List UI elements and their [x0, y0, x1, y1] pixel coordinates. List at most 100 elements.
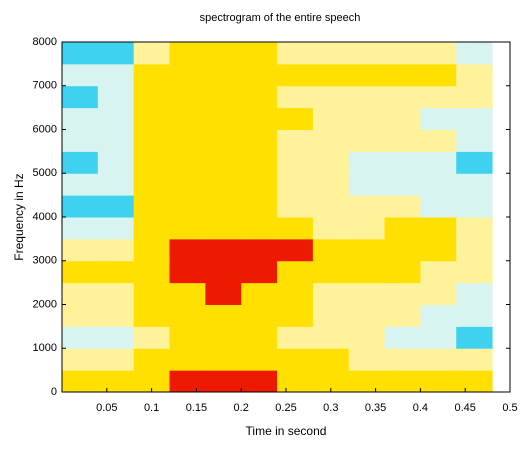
heat-cell	[169, 129, 206, 152]
heat-cell	[241, 107, 278, 130]
heat-cell	[241, 304, 278, 327]
heat-cell	[205, 173, 242, 196]
heat-cell	[241, 151, 278, 174]
heat-cell	[384, 129, 421, 152]
y-tick-label: 0	[51, 386, 57, 398]
heat-cell	[384, 304, 421, 327]
heat-cell	[97, 238, 135, 262]
heat-cell	[62, 282, 99, 305]
heat-cell	[169, 304, 206, 327]
heat-cell	[384, 107, 421, 130]
heat-cell	[133, 348, 171, 371]
heat-cell	[348, 304, 386, 327]
heat-cell	[97, 260, 135, 284]
heat-cell	[420, 238, 457, 262]
heat-cell	[133, 107, 171, 130]
heat-cell	[62, 42, 99, 65]
heat-cell	[62, 348, 99, 371]
heat-cell	[133, 370, 171, 393]
heat-cell	[312, 129, 350, 152]
heat-cell	[62, 151, 99, 174]
heat-cell	[312, 85, 350, 109]
heat-cell	[348, 217, 386, 240]
heat-cell	[384, 151, 421, 174]
heat-cell	[205, 107, 242, 130]
heat-cell	[62, 370, 99, 393]
heat-cell	[456, 304, 493, 327]
y-tick-label: 4000	[33, 211, 57, 223]
heat-cell	[62, 107, 99, 130]
heat-cell	[62, 63, 99, 87]
heat-cell	[169, 348, 206, 371]
heat-cell	[133, 326, 171, 349]
heat-cell	[348, 370, 386, 393]
heat-cell	[97, 195, 135, 218]
heat-cell	[169, 282, 206, 305]
heat-cell	[456, 238, 493, 262]
heat-cell	[348, 238, 386, 262]
heat-cell	[456, 107, 493, 130]
heat-cell	[456, 173, 493, 196]
heat-cell	[241, 260, 278, 284]
heat-cell	[62, 260, 99, 284]
heat-cell	[97, 63, 135, 87]
y-tick-label: 2000	[33, 298, 57, 310]
heat-cell	[348, 282, 386, 305]
heat-cell	[420, 85, 457, 109]
heat-cell	[97, 107, 135, 130]
x-tick-label: 0.3	[323, 402, 338, 414]
heat-cell	[205, 260, 242, 284]
heat-cell	[169, 260, 206, 284]
heat-cell	[312, 173, 350, 196]
heat-cell	[420, 217, 457, 240]
heat-cell	[133, 85, 171, 109]
heat-cell	[133, 217, 171, 240]
heat-cell	[420, 42, 457, 65]
heat-cell	[420, 151, 457, 174]
heat-cell	[62, 129, 99, 152]
heat-cell	[456, 370, 493, 393]
x-tick-label: 0.5	[502, 402, 517, 414]
heat-cell	[205, 282, 242, 305]
heat-cell	[205, 63, 242, 87]
heat-cell	[97, 304, 135, 327]
heat-cell	[456, 42, 493, 65]
y-tick-label: 5000	[33, 167, 57, 179]
heat-cell	[241, 42, 278, 65]
heat-cell	[277, 107, 314, 130]
heat-cell	[133, 173, 171, 196]
heat-cell	[384, 370, 421, 393]
heat-cell	[97, 173, 135, 196]
heat-cell	[133, 260, 171, 284]
heat-cell	[241, 370, 278, 393]
heat-cell	[312, 195, 350, 218]
heat-cell	[277, 195, 314, 218]
heat-cell	[420, 304, 457, 327]
heat-cell	[456, 85, 493, 109]
heat-cell	[97, 85, 135, 109]
heat-cell	[277, 348, 314, 371]
heat-cell	[133, 129, 171, 152]
heat-cell	[169, 238, 206, 262]
heat-cell	[169, 195, 206, 218]
heat-cell	[205, 85, 242, 109]
heat-cell	[241, 217, 278, 240]
heat-cell	[241, 195, 278, 218]
x-axis-label: Time in second	[246, 424, 327, 438]
heat-cell	[62, 85, 99, 109]
heat-cell	[97, 217, 135, 240]
heat-cell	[277, 151, 314, 174]
y-tick-label: 6000	[33, 123, 57, 135]
heat-cell	[205, 304, 242, 327]
heat-cell	[169, 85, 206, 109]
heat-cell	[384, 260, 421, 284]
x-tick-label: 0.35	[365, 402, 386, 414]
heat-cell	[241, 348, 278, 371]
heat-cell	[241, 63, 278, 87]
heat-cell	[205, 238, 242, 262]
heat-cell	[348, 151, 386, 174]
heat-cell	[133, 304, 171, 327]
heat-cell	[169, 370, 206, 393]
heat-cell	[97, 42, 135, 65]
heat-cell	[312, 260, 350, 284]
